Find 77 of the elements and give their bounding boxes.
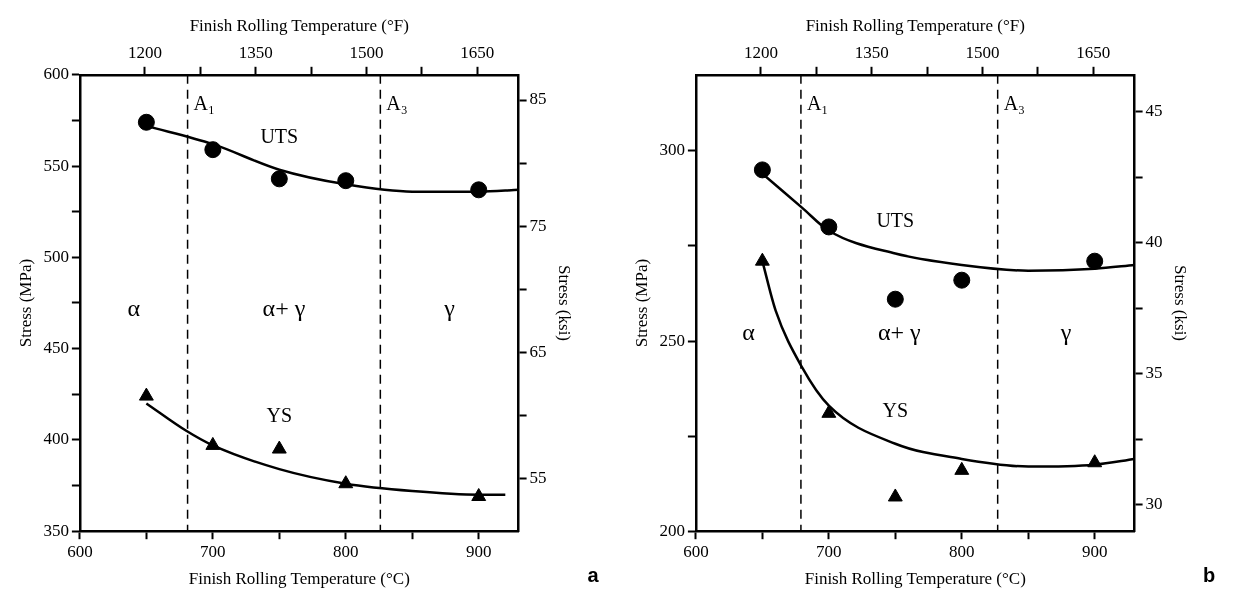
x-tick-label: 600 <box>683 541 709 561</box>
x2-tick-label: 1500 <box>965 43 1000 63</box>
point <box>887 488 903 502</box>
annotation: α+ γ <box>877 319 922 346</box>
y-tick-label: 450 <box>43 338 69 358</box>
x-axis-title: Finish Rolling Temperature (°C) <box>188 569 410 589</box>
point <box>337 172 355 190</box>
point <box>753 161 771 179</box>
y-tick-label: 550 <box>43 155 69 175</box>
point <box>338 475 354 489</box>
y-axis-title: Stress (MPa) <box>15 258 35 348</box>
point <box>1086 252 1104 270</box>
point <box>954 461 970 475</box>
annotation: α <box>127 294 141 321</box>
point <box>886 290 904 308</box>
x-tick-label: 600 <box>67 541 93 561</box>
y2-tick-label: 40 <box>1145 232 1163 252</box>
annotation: γ <box>443 294 456 321</box>
ref-line-label: A₁ <box>806 92 829 115</box>
x2-tick-label: 1350 <box>854 43 889 63</box>
y2-axis-title: Stress (ksi) <box>1171 264 1191 342</box>
y-tick-label: 250 <box>659 330 685 350</box>
x2-axis-title: Finish Rolling Temperature (°F) <box>189 15 409 35</box>
y-axis-title: Stress (MPa) <box>631 258 651 348</box>
y2-tick-label: 45 <box>1145 100 1163 120</box>
x-tick-label: 900 <box>465 541 492 561</box>
x-tick-label: 700 <box>816 541 842 561</box>
series-label: UTS <box>260 124 299 147</box>
point <box>471 488 487 502</box>
y2-tick-label: 30 <box>1145 494 1163 514</box>
x2-tick-label: 1200 <box>743 43 778 63</box>
point <box>270 170 288 188</box>
x2-axis-title: Finish Rolling Temperature (°F) <box>805 15 1025 35</box>
annotation: α <box>742 319 756 346</box>
ref-line-label: A₃ <box>386 92 408 115</box>
y2-tick-label: 35 <box>1145 363 1163 383</box>
y-tick-label: 200 <box>659 520 685 540</box>
point <box>1087 454 1103 468</box>
y-tick-label: 400 <box>43 429 69 449</box>
point <box>953 271 971 289</box>
y2-tick-label: 65 <box>529 341 547 361</box>
point <box>470 181 488 199</box>
text: b <box>1202 563 1216 586</box>
y-tick-label: 350 <box>43 520 69 540</box>
x-tick-label: 900 <box>1081 541 1108 561</box>
point <box>205 436 221 450</box>
y-tick-label: 600 <box>43 64 69 84</box>
point <box>204 141 222 159</box>
annotation: γ <box>1059 319 1072 346</box>
x2-tick-label: 1500 <box>349 43 384 63</box>
series-label: UTS <box>876 208 915 231</box>
text: YS <box>882 398 909 421</box>
x2-tick-label: 1200 <box>127 43 162 63</box>
x2-tick-label: 1350 <box>238 43 273 63</box>
x2-tick-label: 1650 <box>1076 43 1111 63</box>
series-label: YS <box>266 404 293 427</box>
y2-tick-label: 55 <box>529 467 547 487</box>
point <box>137 113 155 131</box>
y-tick-label: 500 <box>43 246 69 266</box>
annotation: α+ γ <box>262 294 306 321</box>
y2-tick-label: 75 <box>529 215 547 235</box>
ref-line-label: A₁ <box>193 92 215 115</box>
y-tick-label: 300 <box>659 140 685 160</box>
x2-tick-label: 1650 <box>460 43 495 63</box>
point <box>271 440 287 454</box>
point <box>820 218 838 236</box>
text: a <box>587 563 600 586</box>
point <box>754 252 770 266</box>
x-tick-label: 800 <box>949 541 975 561</box>
x-axis-title: Finish Rolling Temperature (°C) <box>804 569 1026 589</box>
ref-line-label: A₃ <box>1003 92 1026 115</box>
point <box>821 404 837 418</box>
point <box>138 387 154 401</box>
y2-tick-label: 85 <box>529 89 547 109</box>
y2-axis-title: Stress (ksi) <box>555 264 575 342</box>
x-tick-label: 800 <box>333 541 359 561</box>
x-tick-label: 700 <box>200 541 226 561</box>
